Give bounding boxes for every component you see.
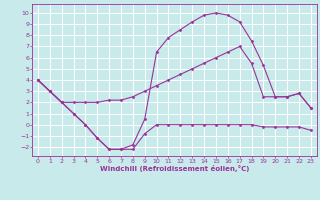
X-axis label: Windchill (Refroidissement éolien,°C): Windchill (Refroidissement éolien,°C) — [100, 165, 249, 172]
